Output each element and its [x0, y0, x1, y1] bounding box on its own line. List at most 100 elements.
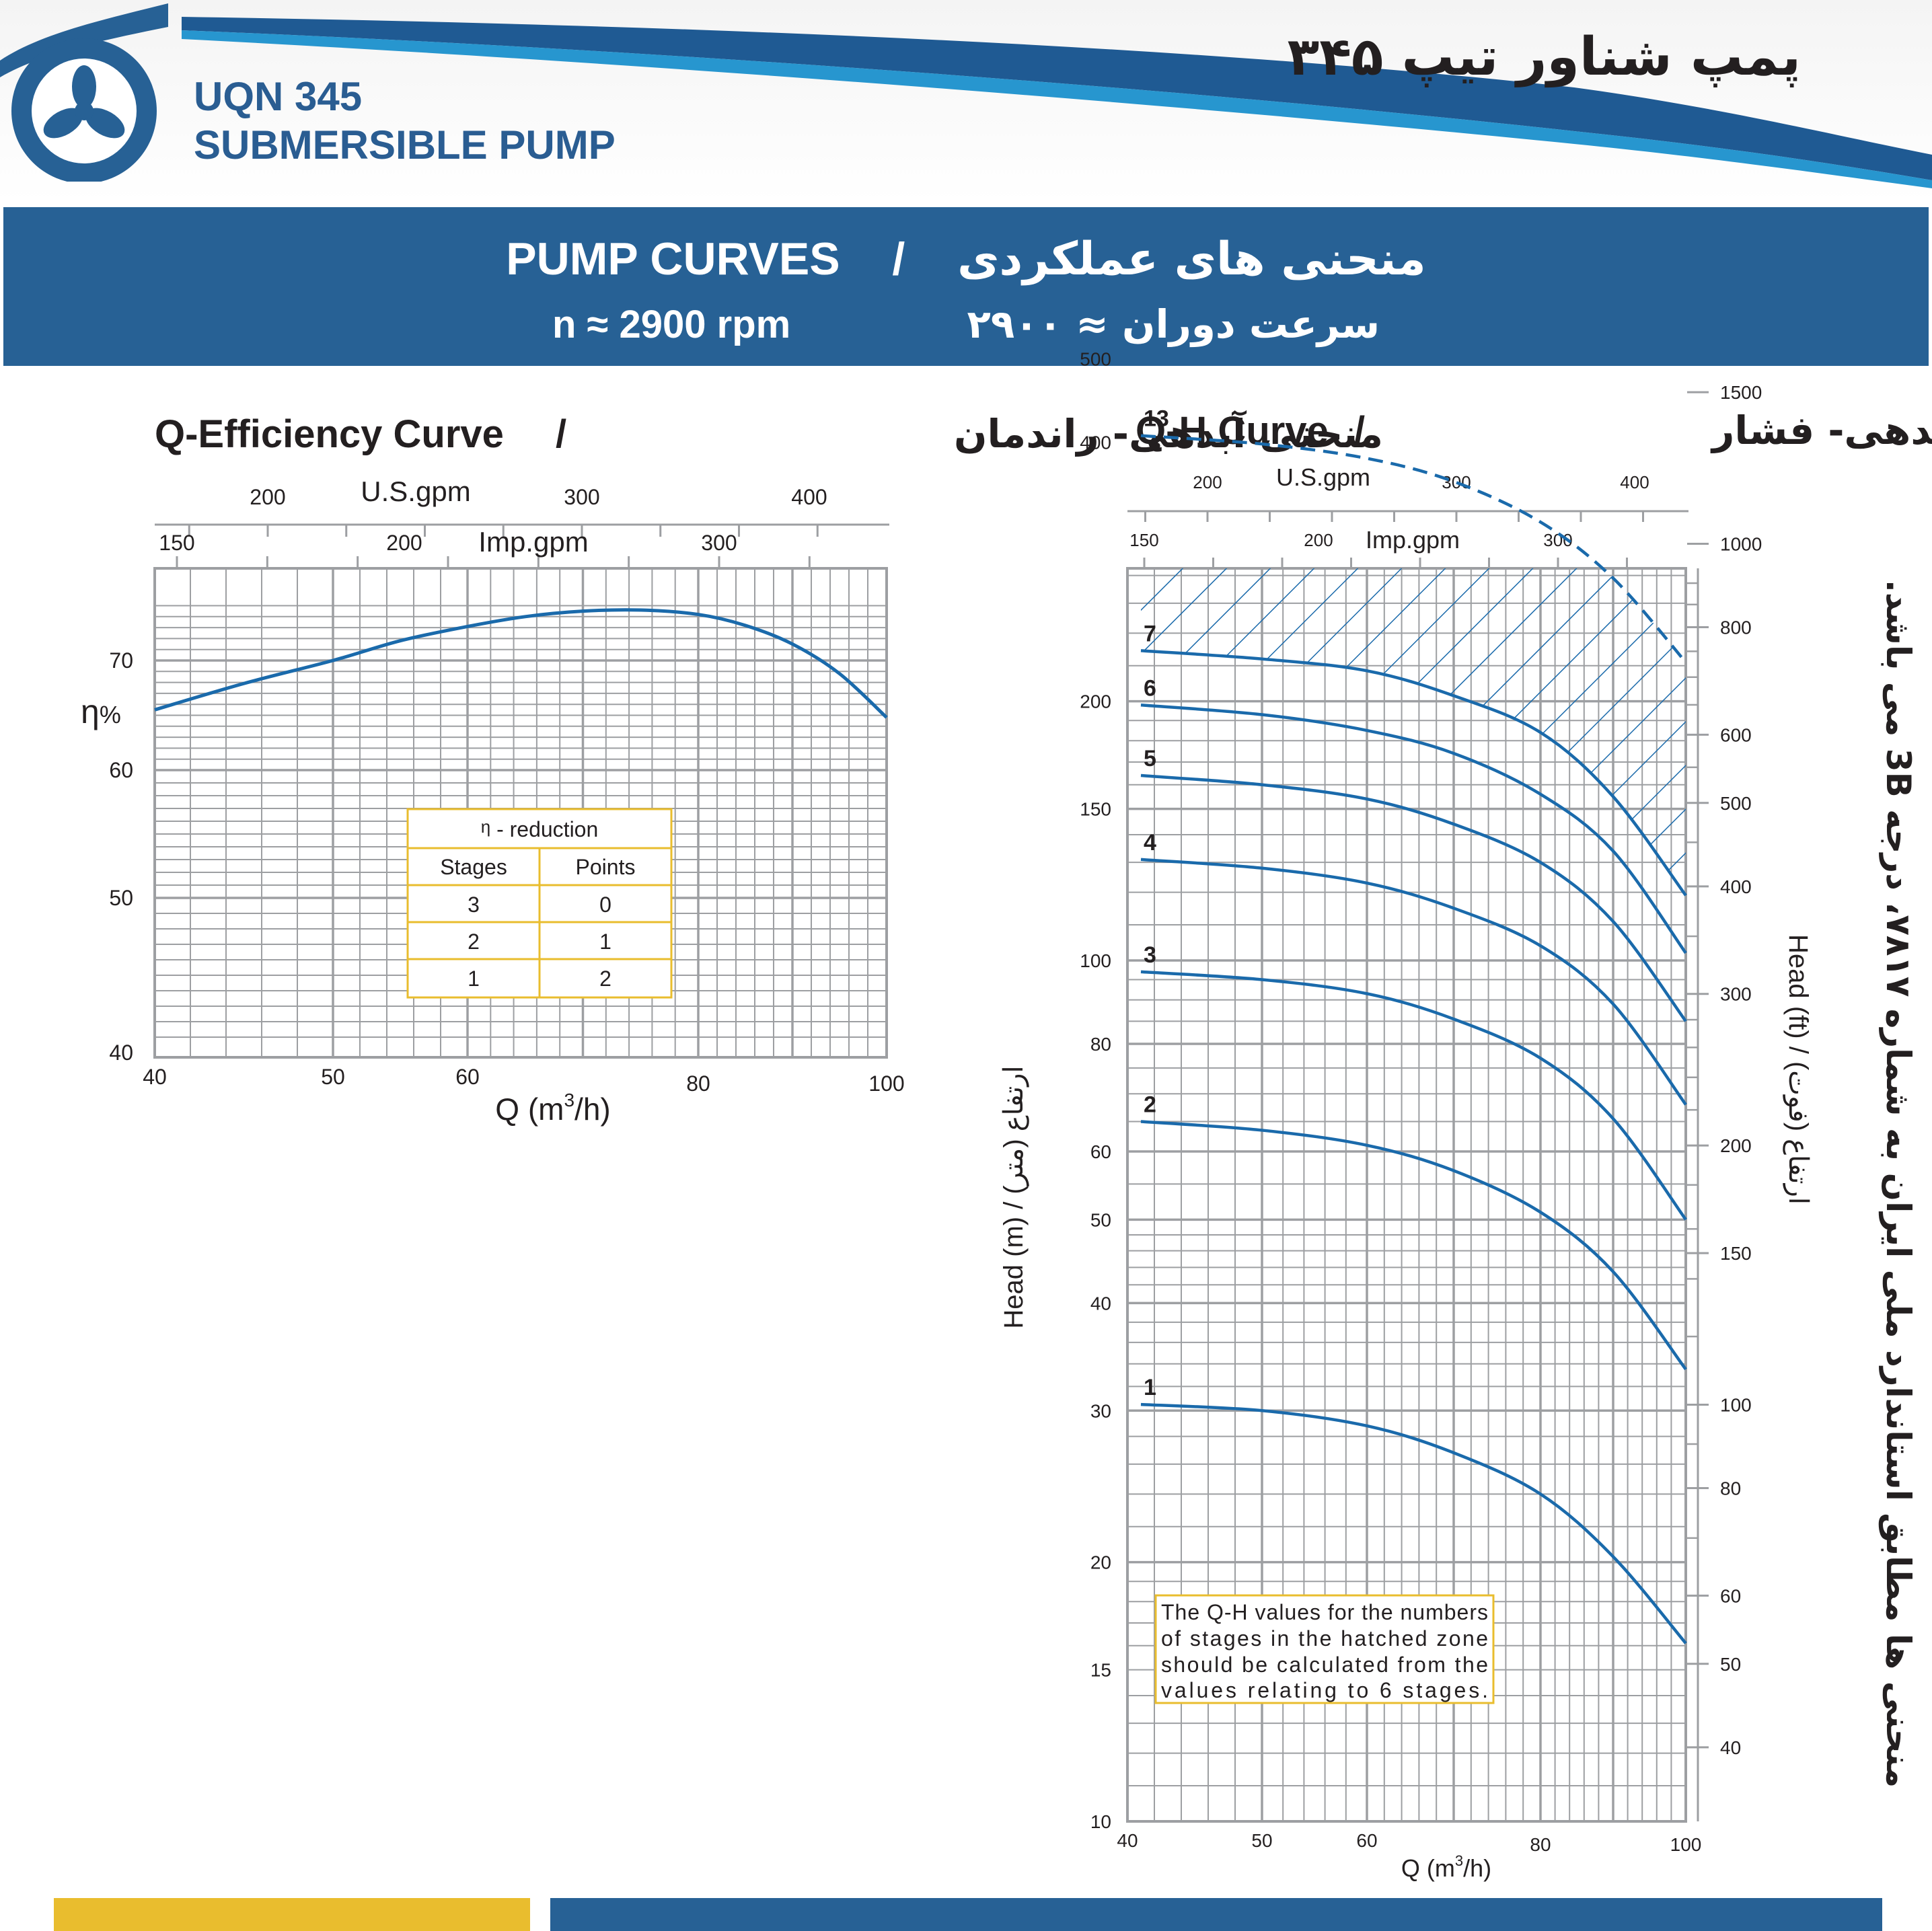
banner-title-fa: منحنی های عملکردی [957, 233, 1426, 286]
qh-series-line-5 [1140, 773, 1687, 1022]
banner-title: PUMP CURVES / منحنی های عملکردی [3, 233, 1929, 286]
speed-fa: سرعت دوران ≈ ۲۹۰۰ [967, 301, 1380, 347]
table-cell: 0 [599, 893, 611, 917]
model-name: UQN 345 SUBMERSIBLE PUMP [194, 73, 616, 169]
qh-series-line-3 [1140, 970, 1687, 1221]
qh-y-tick-label: 15 [1090, 1660, 1111, 1681]
qh-imp-tick-label: 200 [1304, 530, 1333, 550]
eff-ylabel-unit: % [100, 701, 121, 728]
qh-series-label: 3 [1144, 942, 1156, 968]
eff-xlabel-end: /h) [574, 1092, 611, 1127]
reduction-title-rest: - reduction [490, 817, 598, 841]
qh-series-line-4 [1140, 858, 1687, 1106]
eff-usgpm-label: U.S.gpm [361, 476, 470, 507]
qh-title-sep: / [1354, 409, 1365, 453]
eff-plot-frame [153, 567, 888, 1059]
qh-xlabel: Q (m3/h) [1401, 1852, 1491, 1882]
qh-right-tick-label: 60 [1720, 1585, 1741, 1606]
qh-imp-tick-label: 150 [1129, 530, 1158, 550]
reduction-table-title: η - reduction [481, 817, 599, 841]
qh-series-line-6 [1140, 704, 1687, 954]
qh-us-tick-label: 400 [1620, 472, 1649, 492]
eff-x-tick-label: 100 [868, 1071, 904, 1096]
qh-series-line-1 [1140, 1402, 1687, 1644]
eff-y-tick-label: 60 [109, 758, 133, 782]
qh-title-en: Q-H Curve [1136, 409, 1329, 453]
qh-series-label: 5 [1144, 746, 1156, 771]
qh-right-tick-label: 600 [1720, 724, 1752, 745]
eff-title-sep: / [556, 412, 566, 456]
qh-series-label: 2 [1144, 1092, 1156, 1117]
eff-us-tick-label: 200 [250, 485, 285, 509]
qh-y-tick-label: 100 [1080, 950, 1111, 971]
qh-xlabel-sup: 3 [1455, 1852, 1463, 1869]
qh-series-label: 13 [1144, 406, 1169, 432]
table-header-stages: Stages [440, 855, 507, 879]
table-cell: 2 [599, 967, 611, 991]
eff-x-tick-label: 40 [143, 1065, 167, 1089]
eff-x-tick-label: 80 [686, 1071, 710, 1096]
qh-x-tick-label: 100 [1670, 1834, 1702, 1855]
qh-note-line: The Q-H values for the numbers [1161, 1600, 1488, 1624]
qh-y-tick-label: 60 [1090, 1141, 1111, 1162]
qh-ylabel-left: Head (m) / ارتفاع (متر) [999, 1065, 1029, 1328]
eff-imp-tick-label: 200 [386, 531, 422, 555]
page-header: UQN 345 SUBMERSIBLE PUMP پمپ شناور تیپ ۳… [0, 0, 1932, 202]
banner-separator: / [892, 233, 905, 285]
reduction-table: η - reduction Stages Points 3 0 2 1 1 2 [406, 808, 673, 999]
eff-ylabel: η% [81, 693, 121, 730]
eff-xlabel-main: Q (m [495, 1092, 564, 1127]
qh-usgpm-label: U.S.gpm [1276, 463, 1370, 491]
qh-y-tick-label: 30 [1090, 1400, 1111, 1421]
eff-x-tick-label: 50 [321, 1065, 345, 1089]
eff-us-tick-label: 300 [564, 485, 599, 509]
table-cell: 1 [468, 967, 480, 991]
footer-bar-yellow [54, 1898, 530, 1931]
qh-x-tick-label: 50 [1251, 1830, 1272, 1851]
banner-title-en: PUMP CURVES [506, 233, 840, 285]
speed-en: n ≈ 2900 rpm [552, 303, 791, 346]
qh-right-tick-label: 100 [1720, 1394, 1752, 1415]
qh-note-line: of stages in the hatched zone [1161, 1626, 1488, 1651]
eff-xlabel: Q (m3/h) [495, 1090, 610, 1127]
qh-y-tick-label: 50 [1090, 1209, 1111, 1230]
qh-note-line: values relating to 6 stages. [1161, 1678, 1488, 1702]
qh-right-tick-label: 1000 [1720, 533, 1762, 554]
qh-right-tick-label: 800 [1720, 617, 1752, 638]
qh-y-tick-label: 150 [1080, 799, 1111, 820]
qh-right-tick-label: 1500 [1720, 382, 1762, 403]
qh-y-tick-label: 400 [1080, 432, 1111, 453]
footer-bar-blue [550, 1898, 1882, 1931]
qh-x-tick-label: 80 [1530, 1834, 1551, 1855]
model-line-2: SUBMERSIBLE PUMP [194, 122, 616, 167]
qh-xlabel-end: /h) [1463, 1854, 1491, 1882]
model-line-1: UQN 345 [194, 74, 363, 119]
table-cell: 3 [468, 893, 480, 917]
eff-tick-labels: 40 50 60 80 100 40 50 60 70 [109, 648, 904, 1096]
eff-imp-tick-label: 300 [701, 531, 737, 555]
qh-series-label: 6 [1144, 675, 1156, 701]
eff-grid [153, 567, 888, 1059]
qh-right-tick-label: 150 [1720, 1243, 1752, 1264]
header-swoosh [0, 0, 1932, 202]
banner-speed: n ≈ 2900 rpm سرعت دوران ≈ ۲۹۰۰ [3, 301, 1929, 347]
qh-right-tick-label: 500 [1720, 793, 1752, 814]
qh-y-tick-label: 10 [1090, 1811, 1111, 1832]
table-header-points: Points [576, 855, 636, 879]
curves-banner: PUMP CURVES / منحنی های عملکردی n ≈ 2900… [3, 207, 1929, 366]
qh-series-lines: 1 2 3 4 5 6 7 13 [1140, 406, 1687, 1644]
qh-series-line-13 [1140, 434, 1687, 664]
qh-right-tick-label: 300 [1720, 984, 1752, 1005]
qh-y-tick-label: 200 [1080, 691, 1111, 712]
qh-y-tick-label: 40 [1090, 1293, 1111, 1314]
qh-right-tick-label: 40 [1720, 1737, 1741, 1758]
qh-y-tick-label: 20 [1090, 1552, 1111, 1573]
qh-series-line-2 [1140, 1120, 1687, 1371]
qh-series-label: 7 [1144, 621, 1156, 646]
table-cell: 1 [599, 930, 611, 954]
qh-y-tick-label: 80 [1090, 1034, 1111, 1055]
eff-xlabel-sup: 3 [564, 1090, 574, 1110]
standard-side-note: منحنی ها مطابق استاندارد ملی ایران به شم… [1878, 580, 1918, 1788]
qh-tick-labels: 40 50 60 80 100 10 15 20 30 40 50 60 80 100 150 200 400 5… [1080, 348, 1762, 1855]
